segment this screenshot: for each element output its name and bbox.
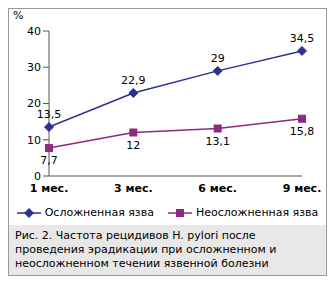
svg-text:12: 12 [126, 139, 140, 152]
svg-text:7,7: 7,7 [40, 154, 58, 167]
svg-text:15,8: 15,8 [290, 125, 315, 138]
svg-text:30: 30 [27, 61, 41, 74]
svg-text:13,5: 13,5 [37, 108, 62, 121]
svg-text:6 мес.: 6 мес. [198, 182, 237, 195]
svg-text:22,9: 22,9 [121, 74, 146, 87]
svg-text:20: 20 [27, 97, 41, 111]
svg-text:34,5: 34,5 [290, 32, 315, 45]
html-text:Осложненная язва: Осложненная язва [44, 206, 154, 219]
svg-text:29: 29 [211, 52, 225, 65]
svg-text:0: 0 [34, 170, 41, 183]
svg-text:13,1: 13,1 [205, 135, 230, 148]
svg-text:10: 10 [27, 134, 41, 147]
svg-text:3 мес.: 3 мес. [114, 182, 153, 195]
html-text:Рис. 2. Частота рецидивов H. p: Рис. 2. Частота рецидивов H. pylori посл… [15, 229, 277, 270]
svg-text:9 мес.: 9 мес. [283, 182, 322, 195]
svg-text:%: % [13, 9, 23, 22]
html-text:Неосложненная язва: Неосложненная язва [195, 206, 319, 219]
svg-text:1 мес.: 1 мес. [30, 182, 69, 195]
svg-text:40: 40 [27, 25, 41, 38]
